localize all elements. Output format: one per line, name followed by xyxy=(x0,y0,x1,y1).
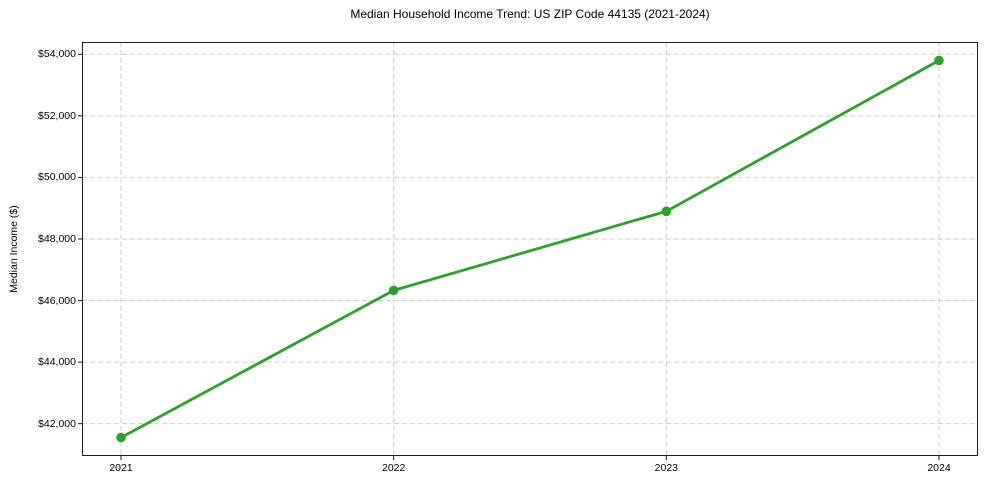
y-tick-label: $44,000 xyxy=(38,356,76,369)
y-axis-label: Median Income ($) xyxy=(8,205,20,293)
data-point xyxy=(388,285,399,296)
y-tick-label: $50,000 xyxy=(38,171,76,184)
data-point xyxy=(661,206,672,217)
x-tick-label: 2024 xyxy=(927,462,951,474)
plot-border xyxy=(82,42,978,456)
y-tick-label: $52,000 xyxy=(38,109,76,122)
x-tick-label: 2023 xyxy=(654,462,679,474)
y-tick-label: $54,000 xyxy=(38,48,76,61)
x-tick-label: 2022 xyxy=(381,462,406,474)
data-line xyxy=(119,59,941,439)
plot-area xyxy=(78,42,978,460)
x-tick-label: 2021 xyxy=(109,462,133,474)
y-tick-label: $48,000 xyxy=(38,232,76,245)
data-point xyxy=(934,55,944,66)
y-tick-label: $42,000 xyxy=(38,417,76,430)
data-point xyxy=(116,432,126,443)
y-tick-label: $46,000 xyxy=(38,294,76,307)
chart-title: Median Household Income Trend: US ZIP Co… xyxy=(350,7,710,21)
line-chart-canvas xyxy=(78,42,978,460)
